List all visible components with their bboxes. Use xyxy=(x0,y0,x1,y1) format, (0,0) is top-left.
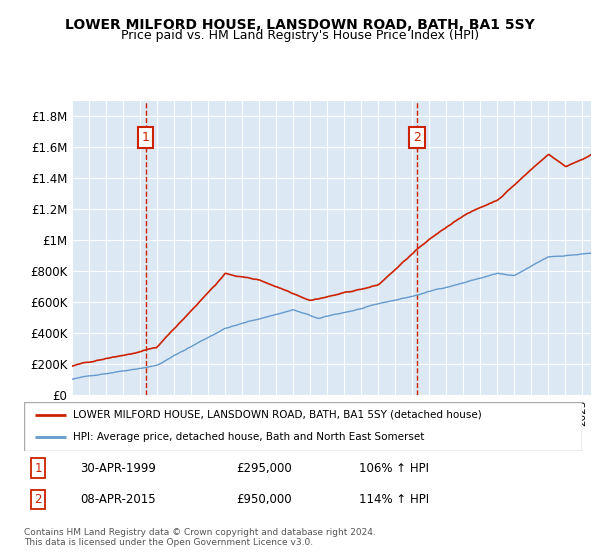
Text: 08-APR-2015: 08-APR-2015 xyxy=(80,493,155,506)
Text: £950,000: £950,000 xyxy=(236,493,292,506)
Text: 1: 1 xyxy=(34,462,42,475)
Text: 1: 1 xyxy=(142,131,149,144)
Text: Contains HM Land Registry data © Crown copyright and database right 2024.
This d: Contains HM Land Registry data © Crown c… xyxy=(24,528,376,547)
Text: HPI: Average price, detached house, Bath and North East Somerset: HPI: Average price, detached house, Bath… xyxy=(73,432,424,442)
FancyBboxPatch shape xyxy=(24,402,582,451)
Text: 2: 2 xyxy=(413,131,421,144)
Text: LOWER MILFORD HOUSE, LANSDOWN ROAD, BATH, BA1 5SY (detached house): LOWER MILFORD HOUSE, LANSDOWN ROAD, BATH… xyxy=(73,410,482,420)
Text: LOWER MILFORD HOUSE, LANSDOWN ROAD, BATH, BA1 5SY: LOWER MILFORD HOUSE, LANSDOWN ROAD, BATH… xyxy=(65,18,535,32)
Text: Price paid vs. HM Land Registry's House Price Index (HPI): Price paid vs. HM Land Registry's House … xyxy=(121,29,479,42)
Text: 2: 2 xyxy=(34,493,42,506)
Text: £295,000: £295,000 xyxy=(236,462,292,475)
Text: 30-APR-1999: 30-APR-1999 xyxy=(80,462,155,475)
Text: 106% ↑ HPI: 106% ↑ HPI xyxy=(359,462,429,475)
Text: 114% ↑ HPI: 114% ↑ HPI xyxy=(359,493,429,506)
